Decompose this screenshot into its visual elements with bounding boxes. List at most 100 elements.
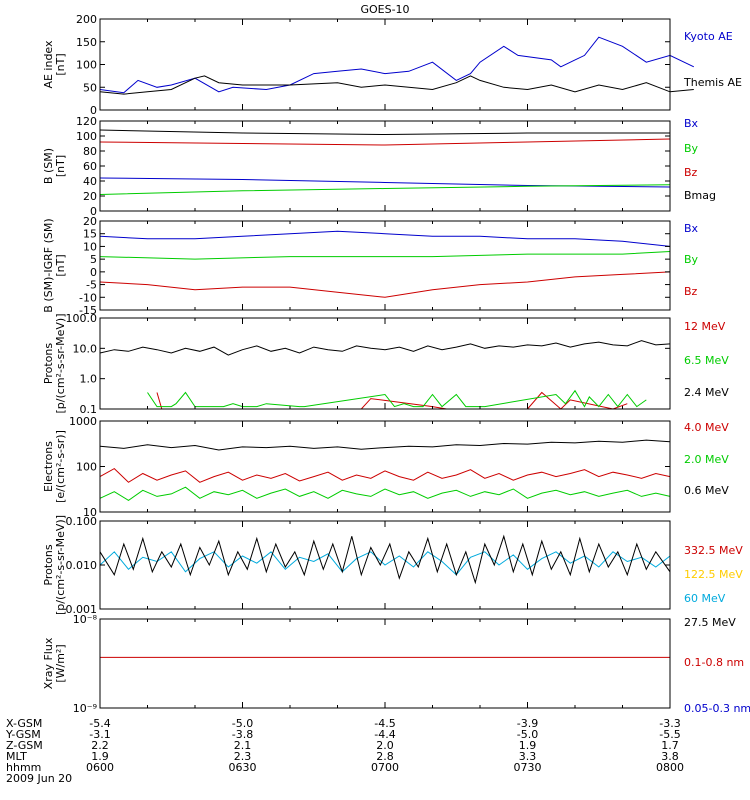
ytick-label: 100 bbox=[76, 461, 97, 474]
ytick-label: 15 bbox=[83, 228, 97, 241]
legend-bdiff-1: By bbox=[684, 253, 699, 266]
ytick-label: 10⁻⁸ bbox=[73, 613, 98, 626]
ephem-value: -3.8 bbox=[232, 728, 253, 741]
series-protons_high-2 bbox=[99, 551, 671, 576]
legend-bfield-1: By bbox=[684, 142, 699, 155]
ylabel-xray: Xray Flux bbox=[42, 637, 55, 689]
ytick-label: 20 bbox=[83, 215, 97, 228]
frame-protons_mev bbox=[99, 317, 671, 410]
legend-xray-0: 0.1-0.8 nm bbox=[684, 656, 744, 669]
series-electrons-2 bbox=[99, 439, 671, 451]
ytick-label: 5 bbox=[90, 253, 97, 266]
series-electrons-1 bbox=[99, 486, 671, 501]
series-bdiff-1 bbox=[99, 251, 671, 260]
yunit-xray: [W/m²] bbox=[54, 644, 67, 682]
ylabel-bdiff: B (SM)-IGRF (SM) bbox=[42, 218, 55, 312]
series-bdiff-0 bbox=[99, 230, 671, 247]
ephemeris-table: X-GSM -5.4 -5.0 -4.5 -3.9 -3.3 Y-GSM -3.1 -3.8 -4… bbox=[5, 717, 684, 785]
ylabel-protons_mev: Protons bbox=[42, 343, 55, 384]
ytick-label: 0.001 bbox=[66, 603, 98, 616]
ephem-label: MLT bbox=[6, 750, 27, 763]
yunit-bdiff: [nT] bbox=[54, 254, 67, 276]
panel-protons_high: 332.5 MeV 122.5 MeV 60 MeV 27.5 MeV 0.001 0.0… bbox=[42, 515, 743, 629]
panel-ae: Kyoto AE Themis AE 0 50 100 150 200 AE index [nT… bbox=[42, 13, 742, 117]
ytick-label: 20 bbox=[83, 190, 97, 203]
ytick-label: 10 bbox=[83, 240, 97, 253]
ytick-label: 150 bbox=[76, 36, 97, 49]
ytick-label: 10⁻⁹ bbox=[73, 702, 97, 715]
legend-bdiff-0: Bx bbox=[684, 222, 699, 235]
series-bfield-3 bbox=[99, 129, 670, 136]
ephem-value: -3.9 bbox=[517, 717, 538, 730]
ytick-label: 100.0 bbox=[66, 312, 98, 325]
series-ae-0 bbox=[99, 36, 695, 94]
panel-bfield: Bx By Bz Bmag 0 20 40 60 80 100 120 B (SM) [nT] bbox=[42, 115, 716, 218]
ephem-value: 1.9 bbox=[91, 750, 109, 763]
frame-xray bbox=[99, 618, 671, 709]
ephem-value: -5.4 bbox=[89, 717, 110, 730]
ytick-label: 100 bbox=[76, 130, 97, 143]
ytick-label: 1000 bbox=[69, 415, 97, 428]
ytick-label: 40 bbox=[83, 175, 97, 188]
ylabel-electrons: Electrons bbox=[42, 441, 55, 492]
panel-protons_mev: 12 MeV 6.5 MeV 2.4 MeV 0.1 1.0 10.0 100.0 Proto… bbox=[42, 312, 729, 416]
yunit-protons_mev: [p/(cm²-s-sr-MeV)] bbox=[54, 314, 67, 414]
legend-protons_high-0: 332.5 MeV bbox=[684, 544, 743, 557]
legend-protons_mev-0: 12 MeV bbox=[684, 320, 726, 333]
ytick-label: 0 bbox=[90, 104, 97, 117]
ephem-value: -5.0 bbox=[232, 717, 253, 730]
legend-ae-0: Kyoto AE bbox=[684, 30, 733, 43]
panel-electrons: 4.0 MeV 2.0 MeV 0.6 MeV 10 100 1000 Electrons[… bbox=[42, 415, 729, 519]
ephem-value: 2.8 bbox=[376, 750, 394, 763]
series-protons_mev-2 bbox=[99, 340, 671, 356]
ephem-value: -3.3 bbox=[659, 717, 680, 730]
frame-ae bbox=[99, 18, 671, 111]
ephem-value: -5.0 bbox=[517, 728, 538, 741]
plot-title: GOES-10 bbox=[360, 3, 409, 16]
legend-protons_high-3: 27.5 MeV bbox=[684, 616, 736, 629]
panel-xray: 0.1-0.8 nm 0.05-0.3 nm 10⁻⁹ 10⁻⁸ Xray Flux [W… bbox=[42, 613, 750, 715]
ytick-label: 100 bbox=[76, 59, 97, 72]
ytick-label: 60 bbox=[83, 160, 97, 173]
series-bfield-1 bbox=[99, 184, 671, 195]
ephem-date: 2009 Jun 20 bbox=[6, 772, 72, 785]
ephem-value: 0730 bbox=[514, 761, 542, 774]
ytick-label: -5 bbox=[86, 279, 97, 292]
legend-bdiff-2: Bz bbox=[684, 285, 698, 298]
ephem-label: X-GSM bbox=[6, 717, 42, 730]
legend-protons_high-2: 60 MeV bbox=[684, 592, 726, 605]
ephem-value: 0800 bbox=[656, 761, 684, 774]
legend-bfield-3: Bmag bbox=[684, 189, 716, 202]
ytick-label: 80 bbox=[83, 145, 97, 158]
ephem-value: 2.1 bbox=[234, 739, 252, 752]
yunit-ae: [nT] bbox=[54, 53, 67, 75]
legend-protons_mev-2: 2.4 MeV bbox=[684, 386, 729, 399]
ylabel-ae: AE index bbox=[42, 40, 55, 89]
ephem-label: Y-GSM bbox=[5, 728, 41, 741]
frame-electrons bbox=[99, 420, 671, 513]
series-ae-1 bbox=[99, 75, 694, 95]
ytick-label: 50 bbox=[83, 81, 97, 94]
series-electrons-0 bbox=[99, 467, 671, 483]
ytick-label: 10 bbox=[83, 506, 97, 519]
ylabel-bfield: B (SM) bbox=[42, 148, 55, 184]
ephem-value: 0600 bbox=[86, 761, 114, 774]
ytick-label: 120 bbox=[76, 115, 97, 128]
ytick-label: 10.0 bbox=[73, 342, 98, 355]
ephem-value: 3.8 bbox=[661, 750, 679, 763]
legend-bfield-2: Bz bbox=[684, 166, 698, 179]
legend-ae-1: Themis AE bbox=[683, 76, 742, 89]
ytick-label: 1.0 bbox=[80, 373, 98, 386]
ylabel-protons_high: Protons bbox=[42, 544, 55, 585]
ephem-value: -5.5 bbox=[659, 728, 680, 741]
legend-protons_high-1: 122.5 MeV bbox=[684, 568, 743, 581]
ephem-value: 1.7 bbox=[661, 739, 679, 752]
ephem-value: 2.3 bbox=[234, 750, 252, 763]
ytick-label: 0.1 bbox=[80, 403, 98, 416]
ytick-label: 0.100 bbox=[66, 515, 98, 528]
legend-electrons-1: 2.0 MeV bbox=[684, 453, 729, 466]
ephem-value: 0630 bbox=[229, 761, 257, 774]
yunit-bfield: [nT] bbox=[54, 155, 67, 177]
